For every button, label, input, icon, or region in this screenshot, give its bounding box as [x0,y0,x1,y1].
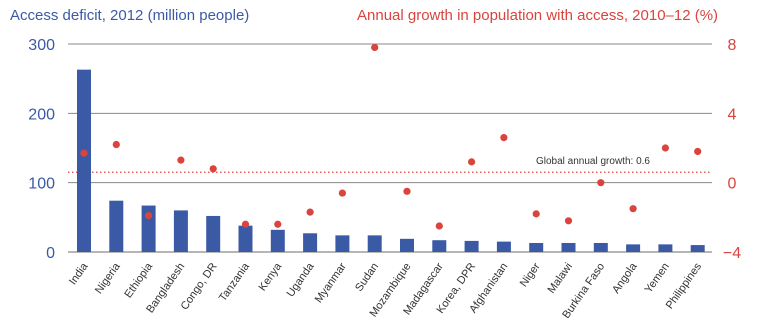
left-tick-label: 100 [28,176,55,193]
bar [464,240,479,252]
growth-point [629,205,637,213]
growth-point [177,156,185,164]
growth-point [694,147,702,156]
x-tick-label: Niger [518,261,543,290]
right-tick-label: 0 [728,176,737,193]
x-tick-label: Uganda [285,260,317,299]
growth-point [435,222,443,230]
right-tick-label: 4 [728,106,737,123]
bar [238,225,253,252]
x-tick-label: Ethiopia [122,260,155,300]
growth-point [661,144,670,152]
left-tick-label: 0 [46,245,55,262]
bar [335,235,350,252]
bar [303,233,318,252]
growth-point [274,220,282,228]
right-axis-ticks: −4 0 4 8 [723,37,741,262]
x-tick-label: Malawi [545,261,574,296]
growth-point [500,134,508,142]
x-tick-label: Kenya [257,260,285,293]
left-tick-label: 300 [28,37,55,54]
x-tick-label: Angola [610,260,640,296]
bar [432,240,447,252]
growth-point [371,43,379,52]
x-tick-label: Tanzania [217,260,253,304]
right-tick-label: −4 [723,245,741,262]
left-tick-label: 200 [28,106,55,123]
growth-point [306,208,314,216]
bars [77,69,705,252]
left-axis-title: Access deficit, 2012 (million people) [10,7,249,24]
bar [109,200,124,252]
bar [367,235,382,252]
bar [206,215,221,252]
growth-point [597,179,605,187]
bar [561,242,576,252]
x-tick-label: Sudan [353,261,381,294]
left-axis-ticks: 0 100 200 300 [28,37,55,262]
x-tick-label: Nigeria [93,260,123,296]
growth-point [532,210,540,218]
bar [400,238,414,252]
bar [173,210,188,252]
growth-point [338,189,346,197]
growth-point [145,212,153,220]
x-tick-label: Yemen [643,261,672,296]
right-tick-label: 8 [728,37,737,54]
right-axis-title: Annual growth in population with access,… [357,7,718,24]
growth-point [468,158,476,166]
bar [529,242,544,252]
x-tick-label: India [67,260,91,287]
bar [690,245,705,252]
bar [593,242,608,252]
growth-point [403,187,411,195]
bar [626,244,641,252]
growth-point [209,165,217,173]
reference-line-group: Global annual growth: 0.6 [68,156,712,173]
growth-point [564,217,573,225]
points [80,43,702,230]
bar [496,241,511,252]
bar [77,69,91,252]
bar [141,205,156,252]
gridlines [68,43,712,253]
reference-line-label: Global annual growth: 0.6 [536,156,650,167]
bar [270,229,285,252]
bar [658,244,673,252]
growth-point [112,140,120,149]
growth-point [241,220,250,228]
x-tick-label: Myanmar [313,261,349,306]
growth-point [80,149,88,157]
